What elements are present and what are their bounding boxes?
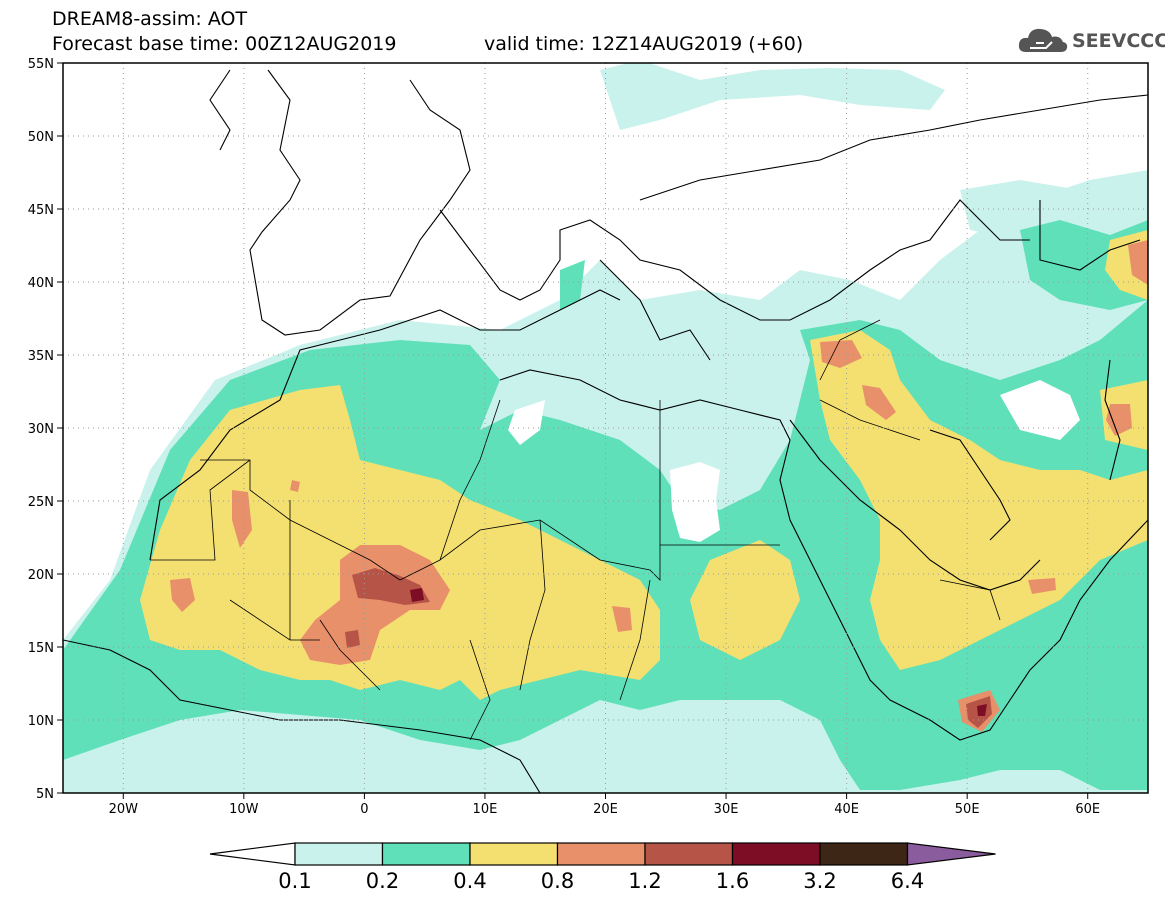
lat-tick-label: 5N (36, 787, 54, 802)
lat-tick-label: 10N (28, 714, 54, 729)
lon-tick-label: 50E (955, 802, 980, 817)
aot-band-1.6 (410, 588, 987, 716)
lon-tick-label: 10E (473, 802, 498, 817)
aot-field (63, 63, 1148, 793)
colorbar-swatch (644, 842, 734, 866)
logo-text: SEEVCCC (1072, 30, 1165, 52)
lat-tick-label: 55N (28, 57, 54, 72)
colorbar-under-triangle (209, 842, 296, 866)
colorbar-level-label: 1.6 (716, 869, 749, 893)
forecast-base-time: Forecast base time: 00Z12AUG2019 (52, 33, 397, 55)
map-axes: 55N 50N 45N 40N 35N 30N 25N 20N 15N 10N 5N 20W 10W 0 1… (28, 57, 1100, 817)
lat-tick-label: 20N (28, 568, 54, 583)
lon-tick-label: 40E (834, 802, 859, 817)
country-borders (150, 319, 1001, 741)
lon-tick-label: 30E (714, 802, 739, 817)
colorbar-swatch (819, 842, 909, 866)
lat-tick-label: 35N (28, 349, 54, 364)
colorbar-level-label: 0.8 (541, 869, 574, 893)
colorbar-swatch (294, 842, 384, 866)
seevccc-logo: SEEVCCC (1016, 22, 1165, 58)
lon-tick-label: 0 (360, 802, 368, 817)
valid-time: valid time: 12Z14AUG2019 (+60) (484, 33, 804, 55)
colorbar-swatch (469, 842, 559, 866)
colorbar-level-label: 0.2 (366, 869, 399, 893)
colorbar-swatch (381, 842, 471, 866)
aot-band-0.8 (170, 240, 1148, 732)
lat-tick-label: 50N (28, 130, 54, 145)
cloud-icon (1018, 28, 1068, 52)
colorbar-level-label: 6.4 (891, 869, 924, 893)
lat-tick-label: 25N (28, 495, 54, 510)
lat-tick-label: 15N (28, 641, 54, 656)
colorbar-swatch (731, 842, 821, 866)
map-grid (63, 63, 1148, 793)
colorbar-level-label: 0.1 (278, 869, 311, 893)
lon-tick-label: 10W (229, 802, 259, 817)
colorbar-over-triangle (906, 842, 996, 866)
colorbar-level-label: 3.2 (803, 869, 836, 893)
lat-tick-label: 45N (28, 203, 54, 218)
colorbar-swatch (556, 842, 646, 866)
colorbar: 0.1 0.2 0.4 0.8 1.2 1.6 3.2 6.4 (209, 842, 996, 893)
lon-tick-label: 20E (593, 802, 618, 817)
lon-tick-label: 20W (109, 802, 139, 817)
lat-tick-label: 40N (28, 276, 54, 291)
lat-tick-label: 30N (28, 422, 54, 437)
aot-band-0.4 (140, 230, 1148, 700)
lon-tick-label: 60E (1075, 802, 1100, 817)
aot-clear-areas (508, 380, 1080, 542)
colorbar-level-label: 1.2 (628, 869, 661, 893)
colorbar-level-label: 0.4 (453, 869, 486, 893)
map-title: DREAM8-assim: AOT (52, 8, 248, 30)
